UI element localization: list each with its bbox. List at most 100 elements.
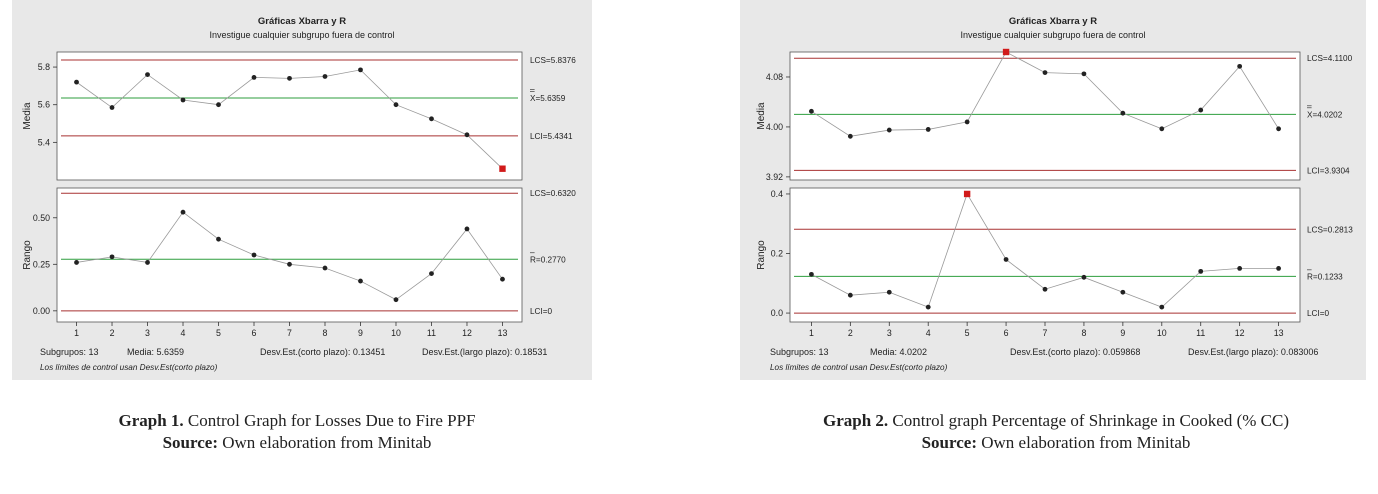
c1-xbar-ucl-label: LCS=5.8376 — [530, 56, 576, 65]
c1-xbar-data-point — [429, 116, 434, 122]
c2-xbar-lcl-label: LCI=3.9304 — [1307, 166, 1350, 175]
c2-range-out-of-control-point — [963, 190, 971, 198]
c1-range-plot-area — [56, 187, 523, 323]
c2-xbar-data-point — [1276, 126, 1281, 132]
c1-footer-subgroups: Subgrupos: 13 — [40, 347, 99, 357]
c1-range-data-point — [500, 276, 505, 282]
c1-xbar-data-point — [251, 75, 257, 80]
c2-footer-subgroups: Subgrupos: 13 — [770, 347, 829, 357]
c1-xbar-data-point — [109, 105, 115, 110]
caption-1-title: Control Graph for Losses Due to Fire PPF — [187, 411, 476, 430]
c2-xbar-data-point — [1081, 71, 1087, 77]
c2-x-tick-label: 11 — [1196, 328, 1205, 338]
c2-range-y-tick-label: 0.4 — [771, 189, 783, 199]
c2-x-tick-label: 12 — [1235, 328, 1245, 338]
c2-x-tick-label: 6 — [1004, 328, 1009, 338]
caption-2-title: Control graph Percentage of Shrinkage in… — [892, 411, 1289, 430]
c2-xbar-out-of-control-point — [1002, 48, 1010, 56]
c2-x-tick-label: 1 — [809, 328, 814, 338]
c1-x-tick-label: 12 — [462, 328, 472, 338]
c1-range-data-point — [464, 226, 470, 232]
c1-xbar-data-point — [464, 132, 470, 138]
c1-range-data-point — [393, 297, 399, 303]
c1-x-tick-label: 6 — [252, 328, 257, 338]
c1-x-tick-label: 7 — [287, 328, 292, 338]
caption-2-source: Own elaboration from Minitab — [981, 433, 1191, 452]
c2-xbar-data-point — [964, 119, 970, 125]
c1-x-tick-label: 10 — [391, 328, 401, 338]
caption-2-source-label: Source: — [921, 433, 977, 452]
c1-range-data-point — [145, 260, 150, 265]
c2-xbar-y-tick-label: 4.00 — [766, 122, 783, 132]
c2-range-data-point — [1159, 304, 1165, 310]
c2-xbar-data-point — [847, 133, 853, 139]
c2-xbar-data-point — [1237, 63, 1243, 69]
c1-footer-sd-short: Desv.Est.(corto plazo): 0.13451 — [260, 347, 385, 357]
c2-range-y-axis-label: Rango — [756, 240, 767, 270]
c1-x-tick-label: 5 — [216, 328, 221, 338]
c2-range-center-label: R=0.1233 — [1307, 272, 1343, 281]
c2-x-tick-label: 13 — [1274, 328, 1284, 338]
c1-x-tick-label: 11 — [427, 328, 436, 338]
caption-graph-1: Graph 1. Control Graph for Losses Due to… — [12, 410, 582, 454]
c1-range-y-tick-label: 0.00 — [33, 306, 50, 316]
caption-1-source-label: Source: — [162, 433, 218, 452]
c1-range-data-point — [180, 209, 186, 215]
c2-xbar-data-point — [809, 108, 814, 114]
c2-xbar-center-label: X=4.0202 — [1307, 110, 1343, 119]
c1-xbar-data-point — [180, 97, 186, 103]
c1-xbar-data-point — [74, 79, 79, 85]
c1-range-ucl-label: LCS=0.6320 — [530, 189, 576, 198]
c2-xbar-y-tick-label: 3.92 — [766, 172, 783, 182]
c1-xbar-data-point — [287, 75, 292, 81]
c1-range-data-point — [358, 278, 363, 284]
c1-x-tick-label: 2 — [110, 328, 115, 338]
c1-range-y-axis-label: Rango — [22, 240, 33, 270]
caption-graph-2: Graph 2. Control graph Percentage of Shr… — [770, 410, 1342, 454]
c2-xbar-ucl-label: LCS=4.1100 — [1307, 54, 1353, 63]
c1-xbar-y-tick-label: 5.8 — [38, 62, 50, 72]
c2-x-tick-label: 10 — [1157, 328, 1167, 338]
c1-x-tick-label: 1 — [74, 328, 79, 338]
c1-x-tick-label: 3 — [145, 328, 150, 338]
c2-footer-sd-long: Desv.Est.(largo plazo): 0.083006 — [1188, 347, 1318, 357]
c1-xbar-out-of-control-point — [499, 165, 506, 172]
control-chart-2: Gráficas Xbarra y R Investigue cualquier … — [740, 0, 1366, 380]
caption-1-source: Own elaboration from Minitab — [222, 433, 432, 452]
c2-x-tick-label: 8 — [1081, 328, 1086, 338]
c2-footer-mean: Media: 4.0202 — [870, 347, 927, 357]
c2-range-y-tick-label: 0.0 — [771, 308, 783, 318]
c2-xbar-data-point — [1159, 126, 1165, 132]
c1-xbar-lcl-label: LCI=5.4341 — [530, 132, 573, 141]
c2-range-data-point — [1003, 257, 1009, 262]
c1-xbar-center-label: X=5.6359 — [530, 94, 566, 103]
c2-range-data-point — [1276, 266, 1281, 271]
c1-range-center-label: R=0.2770 — [530, 255, 566, 264]
c2-xbar-data-point — [1042, 70, 1048, 76]
c2-xbar-data-point — [1120, 110, 1126, 116]
c1-range-data-point — [216, 236, 221, 242]
c2-range-data-point — [1042, 286, 1048, 292]
c1-range-data-point — [251, 252, 257, 258]
c1-footer-mean: Media: 5.6359 — [127, 347, 184, 357]
c2-range-plot-area — [789, 187, 1301, 323]
c1-range-data-point — [287, 261, 292, 267]
caption-1-label: Graph 1. — [118, 411, 184, 430]
c2-x-tick-label: 2 — [848, 328, 853, 338]
c1-xbar-y-tick-label: 5.6 — [38, 100, 50, 110]
c2-range-data-point — [809, 271, 814, 277]
c2-range-y-tick-label: 0.2 — [771, 249, 783, 259]
c2-footer-sd-short: Desv.Est.(corto plazo): 0.059868 — [1010, 347, 1140, 357]
caption-2-label: Graph 2. — [822, 411, 889, 430]
c2-chart-subtitle: Investigue cualquier subgrupo fuera de c… — [960, 30, 1145, 40]
c2-range-data-point — [1237, 266, 1243, 271]
c2-range-data-point — [847, 292, 853, 298]
c2-range-data-point — [886, 289, 892, 295]
c2-x-tick-label: 3 — [887, 328, 892, 338]
control-chart-1: Gráficas Xbarra y R Investigue cualquier … — [12, 0, 592, 380]
c1-chart-subtitle: Investigue cualquier subgrupo fuera de c… — [209, 30, 394, 40]
c1-xbar-y-tick-label: 5.4 — [38, 137, 50, 147]
c1-chart-title: Gráficas Xbarra y R — [258, 16, 346, 27]
c1-xbar-plot-area — [56, 51, 523, 181]
c1-footer-sd-long: Desv.Est.(largo plazo): 0.18531 — [422, 347, 547, 357]
